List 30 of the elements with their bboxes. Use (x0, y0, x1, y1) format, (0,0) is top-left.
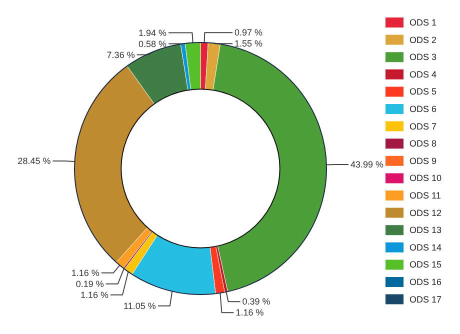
data-label: 1.94 % (138, 28, 167, 38)
legend-label: ODS 13 (410, 225, 442, 236)
data-label: 28.45 % (18, 156, 51, 166)
legend-label: ODS 14 (410, 242, 442, 252)
legend-label: ODS 8 (410, 138, 437, 149)
legend-label: ODS 17 (410, 294, 442, 304)
data-label: 0.58 % (138, 38, 167, 49)
legend-label: ODS 12 (410, 208, 442, 218)
legend-label: ODS 10 (410, 173, 442, 184)
data-label: 1.16 % (80, 290, 109, 300)
legend-label: ODS 11 (410, 190, 441, 200)
legend-label: ODS 3 (410, 52, 437, 62)
data-label: 1.16 % (71, 268, 100, 278)
data-label: 11.05 % (124, 300, 156, 311)
data-label: 0.39 % (242, 296, 270, 307)
legend-label: ODS 2 (410, 34, 437, 45)
data-label: 0.19 % (76, 278, 104, 289)
legend-label: ODS 16 (410, 277, 442, 287)
legend-label: ODS 15 (410, 260, 442, 270)
data-label: 7.36 % (106, 50, 135, 60)
data-label: 0.97 % (234, 28, 263, 38)
legend-label: ODS 4 (410, 69, 437, 80)
data-label: 1.55 % (234, 38, 263, 49)
legend-label: ODS 7 (410, 121, 437, 132)
legend-label: ODS 5 (410, 86, 437, 97)
legend-label: ODS 1 (410, 18, 437, 28)
legend-label: ODS 9 (410, 156, 437, 166)
data-label: 1.16 % (236, 308, 264, 318)
legend-label: ODS 6 (410, 104, 437, 114)
data-label: 43.99 % (350, 159, 384, 170)
